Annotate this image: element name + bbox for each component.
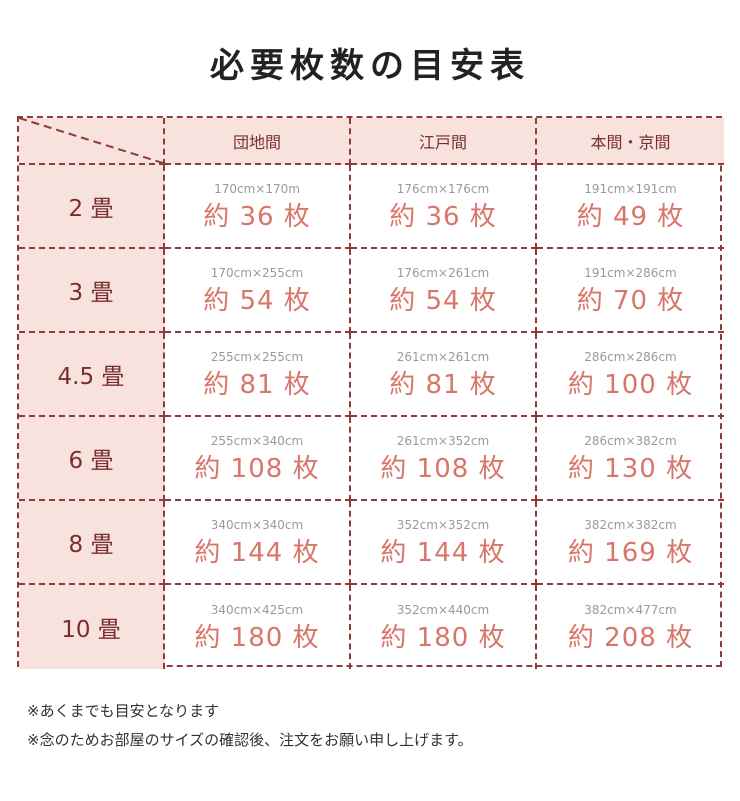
dimension-text: 191cm×286cm [584,265,677,280]
table-cell: 382cm×477cm 約 208 枚 [537,585,724,669]
table-cell: 286cm×286cm 約 100 枚 [537,333,724,417]
size-table: 団地間 江戸間 本間・京間 2 畳 170cm×170m 約 36 枚 176cm×176c… [17,116,724,669]
row-label: 2 畳 [19,165,165,249]
table-cell: 255cm×255cm 約 81 枚 [165,333,351,417]
row-label-text: 6 畳 [68,448,114,474]
tile-count: 約 100 枚 [567,369,694,400]
dimension-text: 382cm×477cm [584,602,677,617]
row-label-text: 3 畳 [68,280,114,306]
note: ※あくまでも目安となります [27,702,220,720]
dimension-text: 170cm×255cm [210,265,304,280]
tile-count: 約 54 枚 [389,285,497,316]
dimension-text: 352cm×440cm [396,602,490,617]
row-label-text: 2 畳 [68,196,114,222]
table-cell: 340cm×425cm 約 180 枚 [165,585,351,669]
row-label: 6 畳 [19,417,165,501]
table-cell: 191cm×286cm 約 70 枚 [537,249,724,333]
row-label: 8 畳 [19,501,165,585]
row-label-text: 10 畳 [61,617,121,643]
note: ※念のためお部屋のサイズの確認後、注文をお願い申し上げます。 [27,731,473,749]
row-label-text: 4.5 畳 [57,364,125,390]
row-label: 3 畳 [19,249,165,333]
table-cell: 261cm×352cm 約 108 枚 [351,417,537,501]
diagonal-divider [19,118,163,163]
page-title: 必要枚数の目安表 [210,46,530,86]
tile-count: 約 108 枚 [380,453,506,484]
row-label: 10 畳 [19,585,165,669]
table-cell: 170cm×255cm 約 54 枚 [165,249,351,333]
dimension-text: 170cm×170m [214,181,300,196]
table-cell: 176cm×176cm 約 36 枚 [351,165,537,249]
tile-count: 約 49 枚 [576,201,685,232]
table-cell: 176cm×261cm 約 54 枚 [351,249,537,333]
table-cell: 340cm×340cm 約 144 枚 [165,501,351,585]
corner-cell [19,118,165,165]
column-header-label: 本間・京間 [590,132,671,152]
column-header: 江戸間 [351,118,537,165]
dimension-text: 176cm×176cm [396,181,490,196]
table-cell: 191cm×191cm 約 49 枚 [537,165,724,249]
tile-count: 約 70 枚 [576,285,685,316]
dimension-text: 261cm×352cm [396,433,490,448]
dimension-text: 261cm×261cm [396,349,490,364]
column-header: 団地間 [165,118,351,165]
tile-count: 約 108 枚 [194,453,320,484]
tile-count: 約 169 枚 [567,537,694,568]
dimension-text: 340cm×340cm [210,517,304,532]
table-cell: 255cm×340cm 約 108 枚 [165,417,351,501]
tile-count: 約 144 枚 [380,537,506,568]
table-cell: 170cm×170m 約 36 枚 [165,165,351,249]
table-cell: 382cm×382cm 約 169 枚 [537,501,724,585]
tile-count: 約 36 枚 [203,201,311,232]
column-header-label: 江戸間 [418,132,467,152]
row-label-text: 8 畳 [68,532,114,558]
tile-count: 約 180 枚 [380,622,506,653]
dimension-text: 255cm×340cm [210,433,304,448]
tile-count: 約 208 枚 [567,622,694,653]
table-cell: 286cm×382cm 約 130 枚 [537,417,724,501]
tile-count: 約 81 枚 [203,369,311,400]
dimension-text: 286cm×286cm [584,349,677,364]
tile-count: 約 36 枚 [389,201,497,232]
dimension-text: 255cm×255cm [210,349,304,364]
tile-count: 約 144 枚 [194,537,320,568]
tile-count: 約 54 枚 [203,285,311,316]
dimension-text: 286cm×382cm [584,433,677,448]
column-header-label: 団地間 [232,132,281,152]
tile-count: 約 180 枚 [194,622,320,653]
dimension-text: 340cm×425cm [210,602,304,617]
table-cell: 352cm×352cm 約 144 枚 [351,501,537,585]
row-label: 4.5 畳 [19,333,165,417]
dimension-text: 382cm×382cm [584,517,677,532]
column-header: 本間・京間 [537,118,724,165]
dimension-text: 191cm×191cm [584,181,677,196]
dimension-text: 352cm×352cm [396,517,490,532]
table-cell: 261cm×261cm 約 81 枚 [351,333,537,417]
tile-count: 約 130 枚 [567,453,694,484]
dimension-text: 176cm×261cm [396,265,490,280]
notes: ※あくまでも目安となります ※念のためお部屋のサイズの確認後、注文をお願い申し上… [27,697,473,755]
table-cell: 352cm×440cm 約 180 枚 [351,585,537,669]
tile-count: 約 81 枚 [389,369,497,400]
